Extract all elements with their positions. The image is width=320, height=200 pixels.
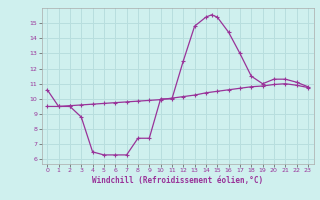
X-axis label: Windchill (Refroidissement éolien,°C): Windchill (Refroidissement éolien,°C) xyxy=(92,176,263,185)
